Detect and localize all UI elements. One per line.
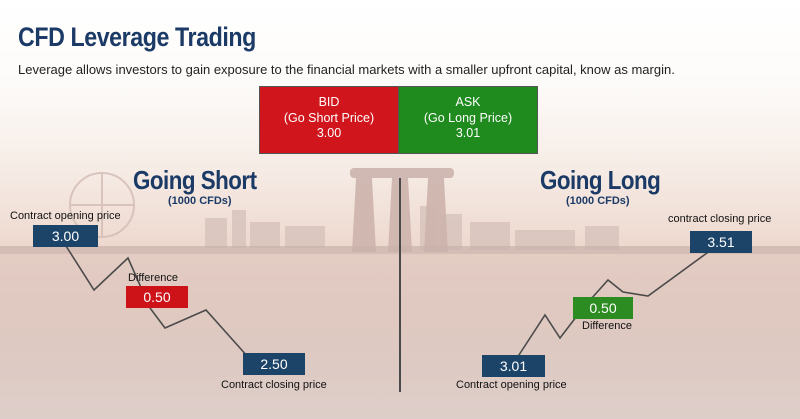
bid-label: BID bbox=[318, 95, 340, 109]
short-close-label: Contract closing price bbox=[221, 379, 327, 391]
going-short-title: Going Short bbox=[133, 165, 257, 195]
short-diff-label: Difference bbox=[128, 272, 178, 284]
short-open-label: Contract opening price bbox=[10, 210, 121, 222]
going-long-subtitle: (1000 CFDs) bbox=[566, 195, 630, 207]
bid-price-box: BID (Go Short Price) 3.00 bbox=[259, 86, 399, 154]
long-diff-value: 0.50 bbox=[573, 297, 633, 319]
long-close-label: contract closing price bbox=[668, 213, 772, 225]
long-close-price: 3.51 bbox=[690, 231, 752, 253]
short-close-price: 2.50 bbox=[243, 353, 305, 375]
page-title: CFD Leverage Trading bbox=[18, 22, 256, 52]
ask-price: 3.01 bbox=[455, 126, 481, 140]
bid-price: 3.00 bbox=[316, 126, 342, 140]
ask-price-box: ASK (Go Long Price) 3.01 bbox=[398, 86, 538, 154]
short-open-price: 3.00 bbox=[33, 225, 98, 247]
bid-sublabel: (Go Short Price) bbox=[283, 110, 375, 125]
long-open-price: 3.01 bbox=[482, 355, 545, 377]
going-short-subtitle: (1000 CFDs) bbox=[168, 195, 232, 207]
going-long-title: Going Long bbox=[540, 165, 661, 195]
long-diff-label: Difference bbox=[582, 320, 632, 332]
long-open-label: Contract opening price bbox=[456, 379, 567, 391]
short-diff-value: 0.50 bbox=[126, 286, 188, 308]
section-divider bbox=[399, 178, 401, 392]
page-subtitle: Leverage allows investors to gain exposu… bbox=[18, 62, 675, 77]
ask-sublabel: (Go Long Price) bbox=[423, 110, 513, 125]
ask-label: ASK bbox=[455, 95, 481, 109]
